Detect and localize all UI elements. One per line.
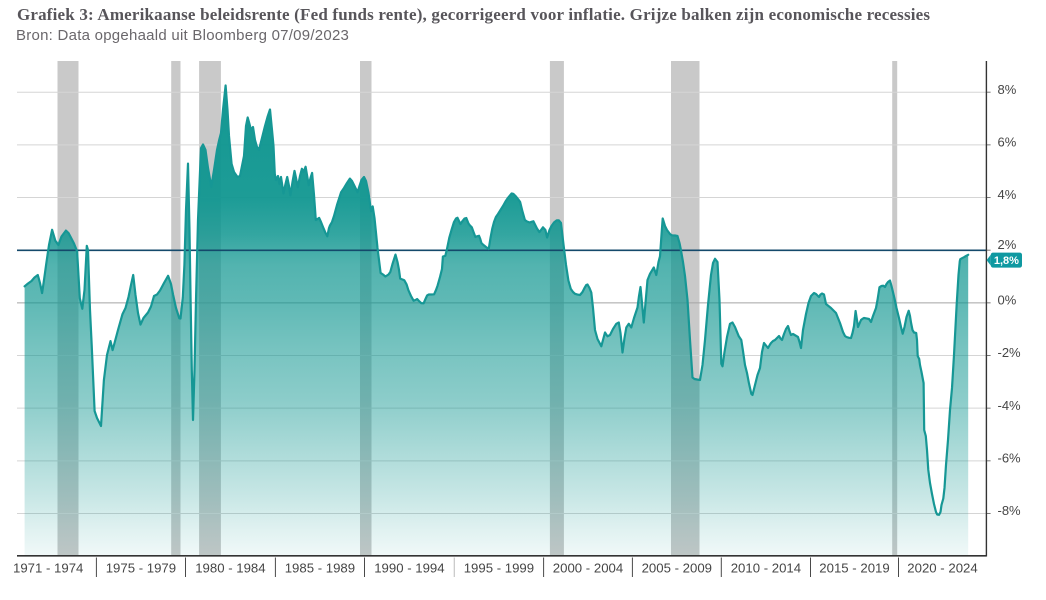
- svg-text:1990 - 1994: 1990 - 1994: [374, 561, 444, 576]
- svg-text:1971 - 1974: 1971 - 1974: [13, 561, 83, 576]
- svg-text:8%: 8%: [998, 82, 1017, 97]
- svg-text:1,8%: 1,8%: [994, 255, 1019, 267]
- svg-text:2000 - 2004: 2000 - 2004: [553, 561, 623, 576]
- svg-text:1980 - 1984: 1980 - 1984: [195, 561, 265, 576]
- svg-text:-8%: -8%: [998, 503, 1022, 518]
- svg-text:2%: 2%: [998, 237, 1017, 252]
- svg-text:-2%: -2%: [998, 345, 1022, 360]
- svg-text:4%: 4%: [998, 187, 1017, 202]
- svg-text:2005 - 2009: 2005 - 2009: [642, 561, 712, 576]
- svg-text:1985 - 1989: 1985 - 1989: [285, 561, 355, 576]
- svg-text:6%: 6%: [998, 135, 1017, 150]
- svg-text:0%: 0%: [998, 292, 1017, 307]
- svg-text:2020 - 2024: 2020 - 2024: [907, 561, 977, 576]
- svg-text:1975 - 1979: 1975 - 1979: [106, 561, 176, 576]
- svg-text:1995 - 1999: 1995 - 1999: [464, 561, 534, 576]
- svg-text:2010 - 2014: 2010 - 2014: [731, 561, 801, 576]
- svg-text:2015 - 2019: 2015 - 2019: [819, 561, 889, 576]
- svg-text:-6%: -6%: [998, 450, 1022, 465]
- svg-text:-4%: -4%: [998, 398, 1022, 413]
